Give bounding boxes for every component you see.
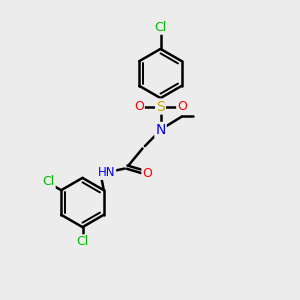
Text: N: N — [155, 123, 166, 137]
Text: O: O — [142, 167, 152, 180]
Text: HN: HN — [98, 166, 115, 179]
Text: S: S — [156, 100, 165, 113]
Text: Cl: Cl — [76, 235, 88, 248]
Text: Cl: Cl — [154, 21, 166, 34]
Text: O: O — [177, 100, 187, 113]
Text: O: O — [134, 100, 144, 113]
Text: Cl: Cl — [43, 175, 55, 188]
